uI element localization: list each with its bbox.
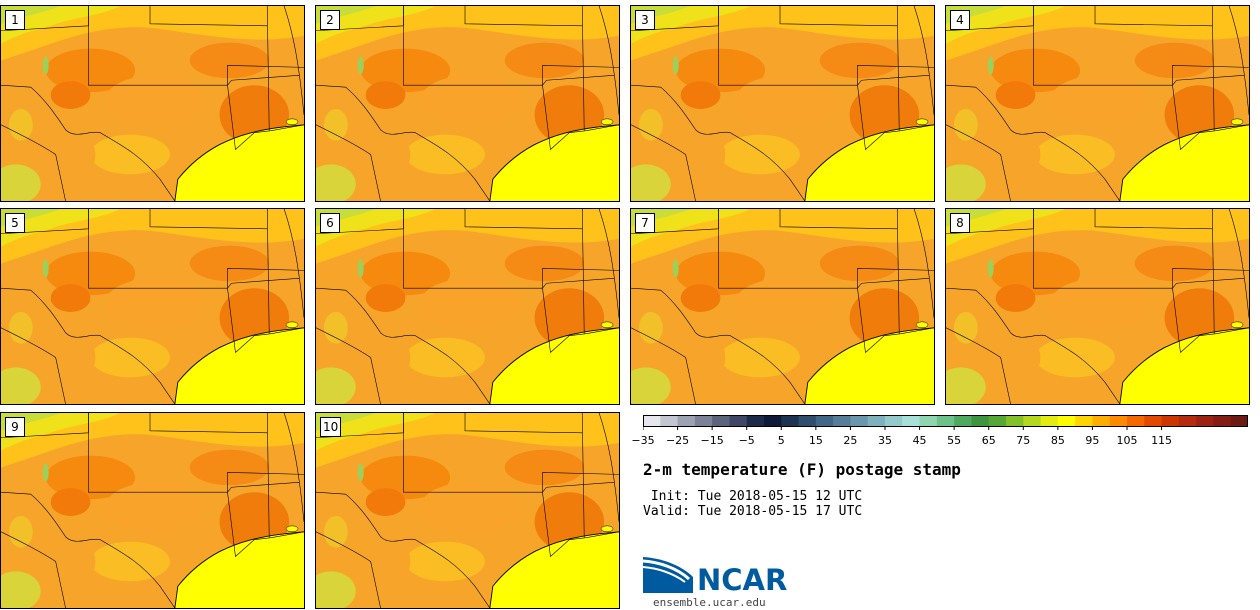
texas-temperature-map [946, 209, 1249, 404]
texas-temperature-map [316, 6, 619, 201]
member-map-panel: 2 [315, 5, 620, 202]
colorbar-segment [833, 415, 851, 427]
colorbar-tick-label: −35 [631, 434, 655, 447]
colorbar-tick-label: −25 [665, 434, 690, 447]
colorbar-segment [643, 415, 661, 427]
colorbar-segment [729, 415, 748, 427]
colorbar-segment [677, 415, 696, 427]
colorbar-segment [1196, 415, 1214, 427]
colorbar-segment [1144, 415, 1163, 427]
colorbar-tick-label: 115 [1151, 434, 1173, 447]
colorbar-tick-label: 105 [1116, 434, 1138, 447]
colorbar-tick-label: 95 [1085, 434, 1100, 447]
colorbar-segment [1075, 415, 1093, 427]
colorbar-border [643, 415, 1248, 427]
colorbar-tick-label: −15 [700, 434, 724, 447]
member-number-label: 6 [320, 213, 340, 233]
colorbar-segment [1161, 415, 1180, 427]
member-number-label: 1 [5, 10, 25, 30]
colorbar-segment [781, 415, 800, 427]
colorbar-segment [1178, 415, 1197, 427]
colorbar-segment [1127, 415, 1145, 427]
colorbar-segment [1213, 415, 1232, 427]
member-map-panel: 5 [0, 208, 305, 405]
member-map-panel: 4 [945, 5, 1250, 202]
colorbar-segment [1023, 415, 1042, 427]
colorbar-segment [1230, 415, 1248, 427]
colorbar-segment [988, 415, 1007, 427]
colorbar-tick-label: −5 [738, 434, 755, 447]
colorbar-segment [867, 415, 886, 427]
member-number-label: 7 [635, 213, 655, 233]
member-map-panel: 1 [0, 5, 305, 202]
member-number-label: 9 [5, 417, 25, 437]
colorbar-segment [1109, 415, 1128, 427]
texas-temperature-map [1, 413, 304, 608]
colorbar-tick-label: 25 [843, 434, 858, 447]
temperature-colorbar [643, 415, 1248, 430]
member-map-panel: 10 [315, 412, 620, 609]
colorbar-segment [971, 415, 990, 427]
colorbar-tick-label: 85 [1050, 434, 1065, 447]
colorbar-segment [660, 415, 679, 427]
texas-temperature-map [1, 6, 304, 201]
member-number-label: 8 [950, 213, 970, 233]
colorbar-segment [746, 415, 765, 427]
texas-temperature-map [316, 413, 619, 608]
ncar-logo-text: NCAR [697, 563, 788, 597]
colorbar-segment [1040, 415, 1059, 427]
colorbar-segment [850, 415, 869, 427]
member-map-panel: 7 [630, 208, 935, 405]
colorbar-segment [902, 415, 921, 427]
texas-temperature-map [1, 209, 304, 404]
colorbar-segment [919, 415, 938, 427]
texas-temperature-map [316, 209, 619, 404]
logo-url: ensemble.ucar.edu [653, 596, 766, 609]
colorbar-segment [798, 415, 817, 427]
colorbar-segment [694, 415, 713, 427]
member-map-panel: 8 [945, 208, 1250, 405]
valid-time: Valid: Tue 2018-05-15 17 UTC [643, 504, 863, 519]
member-number-label: 2 [320, 10, 340, 30]
member-map-panel: 3 [630, 5, 935, 202]
colorbar-segment [764, 415, 782, 427]
colorbar-tick-label: 75 [1016, 434, 1031, 447]
colorbar-tick-label: 55 [947, 434, 962, 447]
member-number-label: 3 [635, 10, 655, 30]
colorbar-segment [954, 415, 972, 427]
member-map-panel: 9 [0, 412, 305, 609]
member-number-label: 10 [320, 417, 342, 437]
colorbar-segment [1092, 415, 1111, 427]
member-number-label: 4 [950, 10, 970, 30]
init-time: Init: Tue 2018-05-15 12 UTC [643, 489, 863, 504]
colorbar-tick-label: 35 [878, 434, 892, 447]
texas-temperature-map [946, 6, 1249, 201]
texas-temperature-map [631, 209, 934, 404]
ncar-logo-icon [643, 557, 693, 593]
colorbar-tick-label: 5 [777, 434, 785, 447]
colorbar-segment [1006, 415, 1024, 427]
texas-temperature-map [631, 6, 934, 201]
colorbar-segment [1057, 415, 1076, 427]
colorbar-segment [885, 415, 903, 427]
colorbar-segment [936, 415, 955, 427]
member-number-label: 5 [5, 213, 25, 233]
colorbar-segment [712, 415, 730, 427]
colorbar-tick-label: 45 [912, 434, 927, 447]
member-map-panel: 6 [315, 208, 620, 405]
colorbar-tick-label: 65 [981, 434, 996, 447]
figure-title: 2-m temperature (F) postage stamp [643, 460, 961, 479]
colorbar-tick-label: 15 [808, 434, 823, 447]
colorbar-segment [815, 415, 834, 427]
